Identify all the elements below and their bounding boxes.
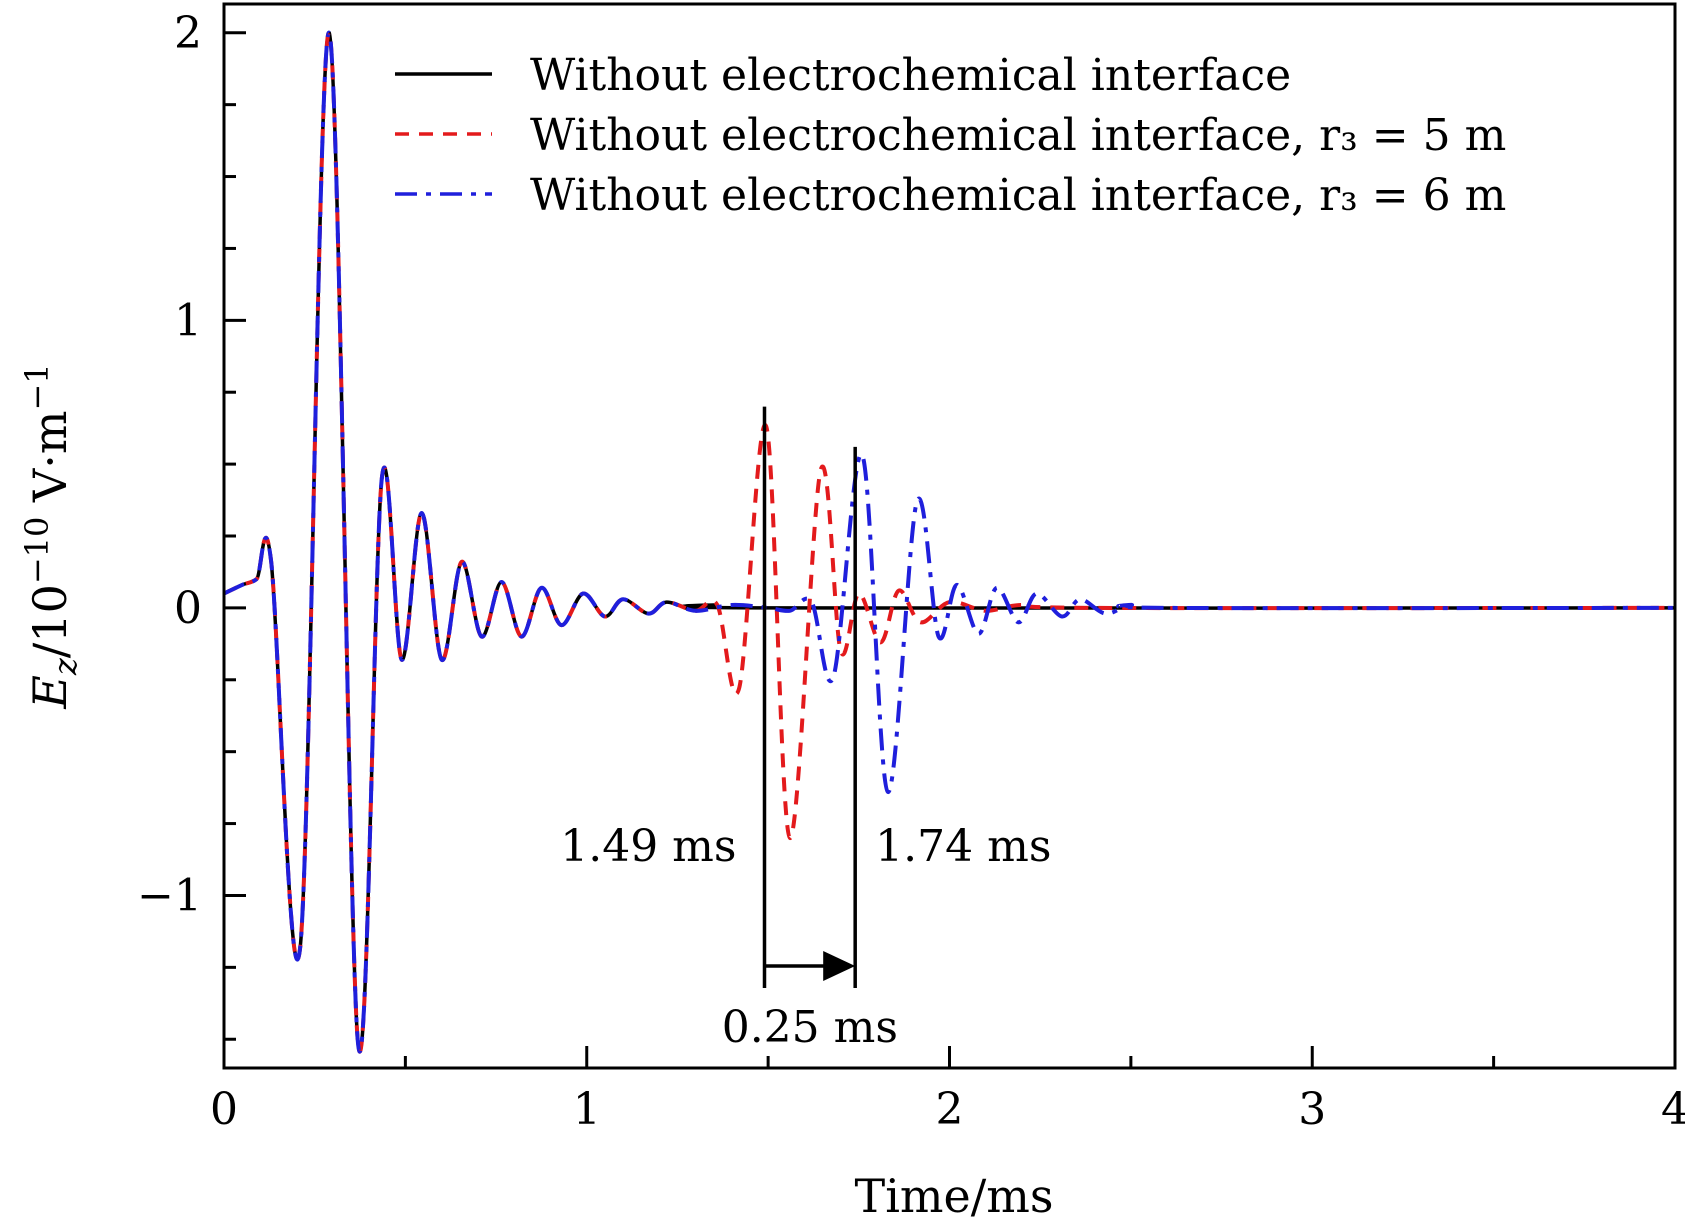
y-axis-label-unit: V·m xyxy=(23,411,77,517)
x-tick-label: 2 xyxy=(936,1084,964,1135)
legend-label-3: Without electrochemical interface, r₃ = … xyxy=(530,170,1506,221)
interval-label: 0.25 ms xyxy=(722,1002,898,1053)
ticks-layer: 0 1 2 3 4 −1 0 1 2 xyxy=(137,8,1685,1135)
legend: Without electrochemical interface Without… xyxy=(395,50,1506,221)
axes-layer xyxy=(222,2,1677,1070)
x-axis-label: Time/ms xyxy=(855,1169,1054,1223)
y-axis-label-unit-exponent: −1 xyxy=(18,363,56,410)
x-tick-label: 1 xyxy=(573,1084,601,1135)
y-tick-label: −1 xyxy=(137,870,202,921)
annotation-layer: 1.49 ms 1.74 ms 0.25 ms xyxy=(560,406,1051,1053)
marker-label-1: 1.49 ms xyxy=(560,821,736,872)
y-tick-label: 2 xyxy=(174,8,202,59)
legend-label-1: Without electrochemical interface xyxy=(530,50,1291,101)
plot-frame xyxy=(222,2,1677,1070)
x-tick-label: 3 xyxy=(1298,1084,1326,1135)
plot-lines xyxy=(223,30,1676,1054)
y-axis-label-symbol: E xyxy=(23,675,77,710)
y-tick-label: 1 xyxy=(174,295,202,346)
series-line-3 xyxy=(223,30,1676,1054)
x-tick-label: 4 xyxy=(1661,1084,1685,1135)
y-axis-label: Ez/10−10 V·m−1 xyxy=(18,363,84,709)
y-tick-label: 0 xyxy=(174,583,202,634)
y-axis-label-rest: /10 xyxy=(23,584,77,658)
y-axis-label-exponent: −10 xyxy=(18,517,56,585)
x-tick-label: 0 xyxy=(210,1084,238,1135)
interval-arrow-head xyxy=(823,951,856,981)
marker-label-2: 1.74 ms xyxy=(875,821,1051,872)
legend-label-2: Without electrochemical interface, r₃ = … xyxy=(530,110,1506,161)
y-axis-label-subscript: z xyxy=(46,657,84,676)
